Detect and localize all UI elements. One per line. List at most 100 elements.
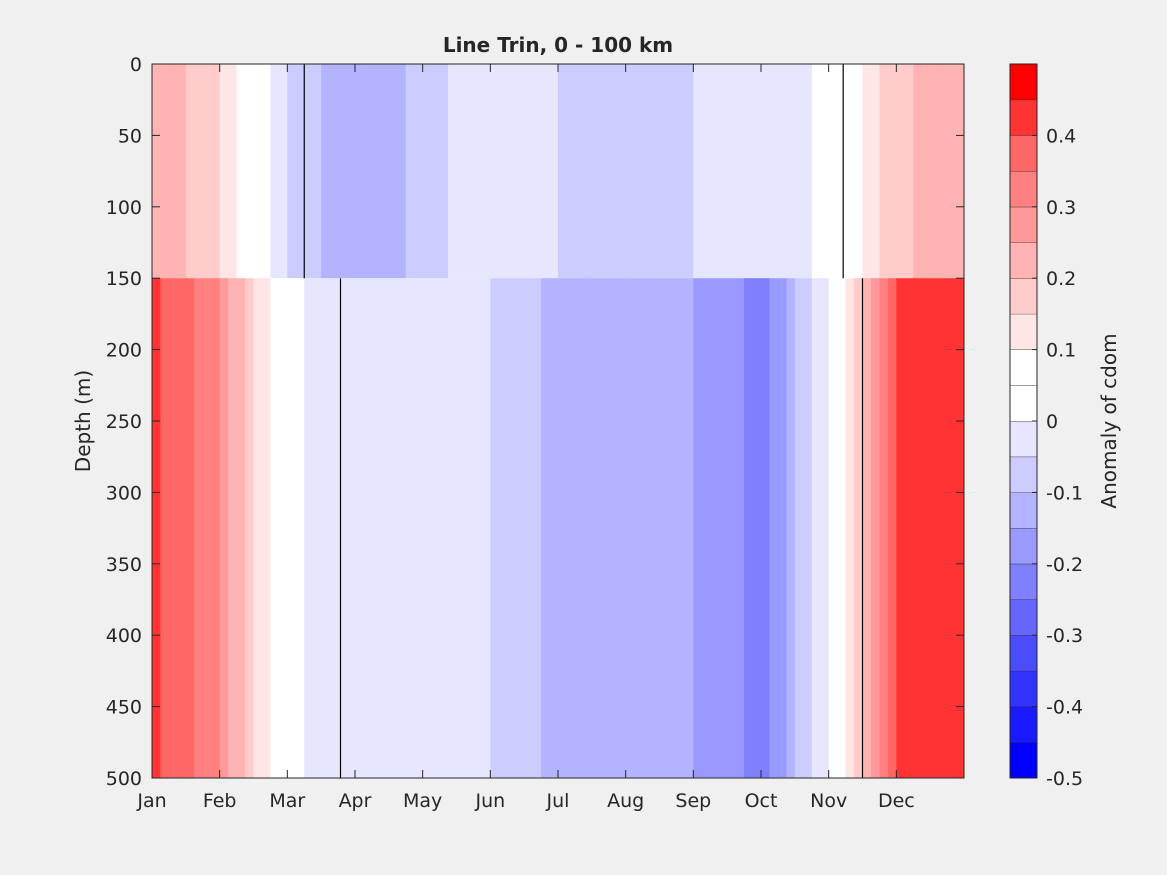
field-cell bbox=[490, 278, 500, 778]
field-cell bbox=[558, 278, 568, 778]
field-cell bbox=[261, 278, 272, 778]
field-cell bbox=[761, 64, 771, 279]
colorbar-block bbox=[1010, 313, 1037, 350]
field-cell bbox=[845, 278, 855, 778]
field-cell bbox=[185, 278, 195, 778]
field-cell bbox=[591, 64, 601, 279]
field-cell bbox=[507, 278, 517, 778]
field-cell bbox=[363, 64, 373, 279]
colorbar-block bbox=[1010, 278, 1037, 314]
field-cell bbox=[811, 64, 821, 279]
field-cell bbox=[532, 278, 542, 778]
field-cell bbox=[566, 278, 576, 778]
field-cell bbox=[735, 64, 745, 279]
x-tick-label: Sep bbox=[675, 790, 711, 812]
colorbar-block bbox=[1010, 135, 1037, 172]
field-cell bbox=[464, 64, 475, 279]
field-cell bbox=[845, 64, 855, 279]
field-cell bbox=[456, 278, 466, 778]
x-tick-label: Jul bbox=[546, 790, 570, 812]
colorbar-block bbox=[1010, 64, 1037, 100]
field-cell bbox=[896, 64, 906, 279]
x-tick-label: Aug bbox=[607, 790, 644, 812]
field-cell bbox=[295, 278, 305, 778]
field-cell bbox=[600, 64, 610, 279]
field-cell bbox=[634, 64, 644, 279]
field-cell bbox=[168, 278, 178, 778]
field-cell bbox=[312, 64, 322, 279]
y-tick-label: 200 bbox=[106, 340, 142, 362]
x-tick-label: Nov bbox=[810, 790, 847, 812]
field-cell bbox=[710, 278, 720, 778]
field-cell bbox=[397, 64, 407, 279]
field-cell bbox=[388, 278, 398, 778]
field-cell bbox=[168, 64, 178, 279]
field-cell bbox=[473, 64, 483, 279]
field-cell bbox=[667, 278, 678, 778]
y-tick-label: 450 bbox=[106, 697, 142, 719]
field-cell bbox=[549, 64, 559, 279]
field-cell bbox=[160, 64, 170, 279]
colorbar: -0.5 -0.4 -0.3 -0.2 -0.1 0 0.1 0.2 0.3 0.4 Anomal… bbox=[1009, 63, 1121, 790]
field-cell bbox=[228, 278, 238, 778]
field-cell bbox=[211, 64, 221, 279]
field-cell bbox=[287, 64, 297, 279]
field-cell bbox=[558, 64, 568, 279]
colorbar-block bbox=[1010, 492, 1037, 529]
field-cell bbox=[744, 278, 754, 778]
field-cell bbox=[202, 278, 212, 778]
deep-layer-cells bbox=[152, 278, 964, 778]
field-cell bbox=[870, 64, 881, 279]
colorbar-tick-label: 0 bbox=[1046, 411, 1058, 433]
colorbar-block bbox=[1010, 456, 1037, 493]
field-cell bbox=[769, 64, 779, 279]
y-tick-label: 50 bbox=[118, 125, 142, 147]
field-cell bbox=[811, 278, 821, 778]
field-cell bbox=[304, 278, 314, 778]
field-cell bbox=[371, 278, 381, 778]
field-cell bbox=[414, 64, 424, 279]
field-cell bbox=[642, 278, 652, 778]
colorbar-block bbox=[1010, 99, 1037, 136]
field-cell bbox=[955, 64, 964, 279]
colorbar-block bbox=[1010, 421, 1037, 457]
field-cell bbox=[397, 278, 407, 778]
field-cell bbox=[693, 278, 703, 778]
field-cell bbox=[794, 278, 804, 778]
field-cell bbox=[913, 64, 923, 279]
field-cell bbox=[625, 278, 635, 778]
field-cell bbox=[507, 64, 517, 279]
field-cell bbox=[380, 64, 390, 279]
field-cell bbox=[456, 64, 466, 279]
field-cell bbox=[887, 278, 897, 778]
field-cell bbox=[904, 64, 914, 279]
field-cell bbox=[904, 278, 914, 778]
y-axis-label: Depth (m) bbox=[71, 370, 95, 472]
surface-layer-cells bbox=[152, 64, 964, 279]
colorbar-block bbox=[1010, 635, 1037, 671]
field-cell bbox=[566, 64, 576, 279]
field-cell bbox=[862, 278, 872, 778]
field-cell bbox=[684, 278, 694, 778]
field-cell bbox=[278, 64, 288, 279]
chart-title: Line Trin, 0 - 100 km bbox=[443, 33, 673, 57]
field-cell bbox=[600, 278, 610, 778]
colorbar-blocks bbox=[1010, 63, 1037, 778]
colorbar-tick-label: -0.3 bbox=[1046, 625, 1083, 647]
colorbar-tick-label: -0.5 bbox=[1046, 768, 1083, 790]
field-cell bbox=[947, 278, 957, 778]
field-cell bbox=[752, 64, 762, 279]
field-cell bbox=[828, 278, 838, 778]
field-cell bbox=[515, 278, 525, 778]
field-cell bbox=[346, 278, 356, 778]
x-tick-label: Apr bbox=[339, 790, 372, 812]
y-tick-label: 150 bbox=[106, 268, 142, 290]
field-cell bbox=[355, 278, 365, 778]
field-cell bbox=[346, 64, 356, 279]
field-cell bbox=[304, 64, 314, 279]
field-cell bbox=[414, 278, 424, 778]
field-cell bbox=[887, 64, 897, 279]
field-cell bbox=[854, 64, 864, 279]
field-cell bbox=[913, 278, 923, 778]
field-cell bbox=[955, 278, 964, 778]
